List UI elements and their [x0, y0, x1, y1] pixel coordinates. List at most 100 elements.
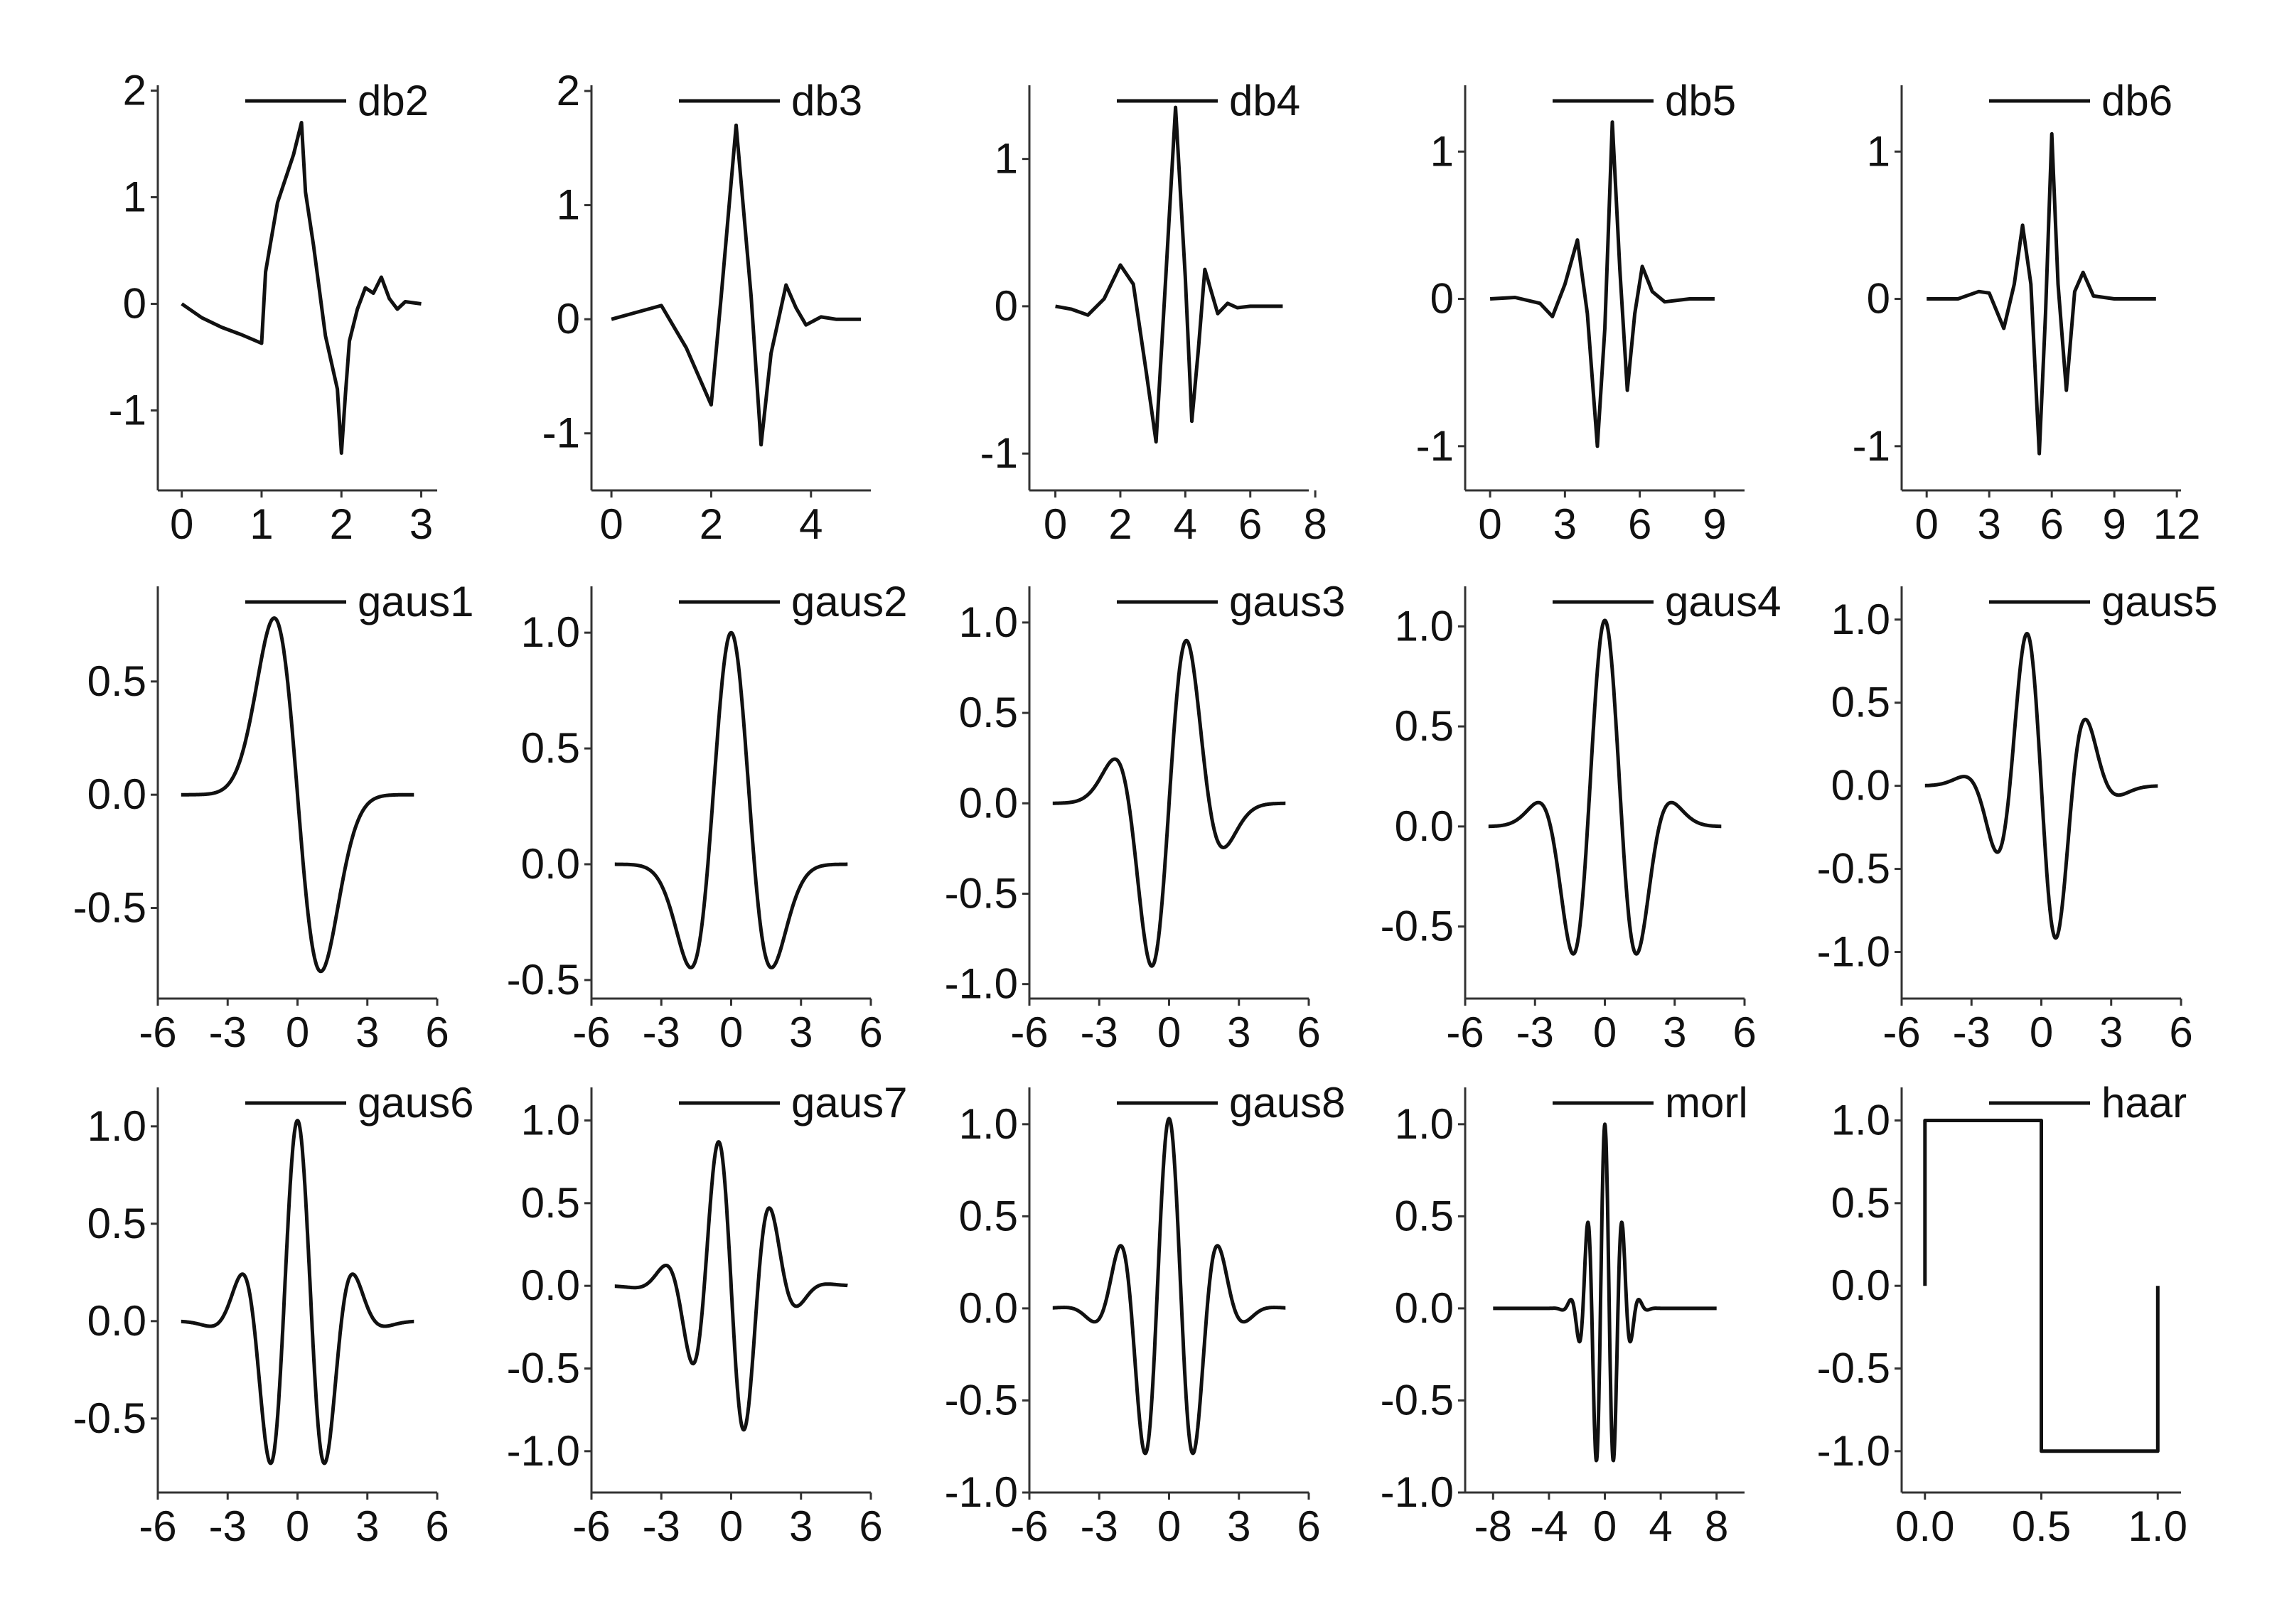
y-tick-label: 0.5 [87, 1200, 146, 1247]
y-tick-label: -0.5 [945, 1376, 1018, 1424]
x-tick-label: 3 [1227, 1009, 1250, 1056]
legend-label: gaus5 [2101, 578, 2217, 625]
x-tick-label: 0 [1478, 500, 1501, 548]
y-tick-label: -1.0 [945, 960, 1018, 1008]
y-tick-label: 0.5 [959, 689, 1018, 736]
x-tick-label: 0 [719, 1502, 743, 1550]
x-tick-label: -8 [1474, 1502, 1512, 1550]
legend-label: gaus8 [1229, 1079, 1345, 1126]
x-tick-label: 0 [719, 1009, 743, 1056]
y-tick-label: 1.0 [521, 1097, 580, 1144]
panel-db5: 1 0 -1 0 3 6 9 db5 [1416, 77, 1745, 548]
y-tick-label: 0.0 [1831, 1262, 1890, 1309]
legend-label: gaus1 [358, 578, 473, 625]
x-tick-label: 6 [425, 1009, 449, 1056]
y-tick-label: 0.0 [521, 1262, 580, 1309]
x-tick-label: 0 [286, 1502, 309, 1550]
x-tick-label: 3 [2099, 1009, 2123, 1056]
y-tick-label: 1 [123, 173, 146, 221]
y-tick-label: 0.5 [1395, 1192, 1454, 1239]
series-line-gaus1 [179, 616, 416, 974]
x-tick-label: 0 [1157, 1502, 1181, 1550]
x-tick-label: 6 [1297, 1009, 1320, 1056]
series-line-gaus6 [179, 1119, 416, 1466]
y-tick-label: 0.5 [1831, 679, 1890, 726]
x-tick-label: 6 [2040, 500, 2063, 548]
y-tick-label: -1.0 [1381, 1468, 1454, 1516]
panel-gaus1: 0.5 0.0 -0.5 -6 -3 0 3 6 gaus1 [73, 578, 474, 1056]
y-tick-label: -0.5 [73, 884, 146, 932]
panel-db2: 2 1 0 -1 0 1 2 3 db2 [109, 67, 437, 548]
x-tick-label: -3 [209, 1502, 247, 1550]
y-tick-label: -1.0 [1817, 1427, 1890, 1475]
y-tick-label: -1.0 [1817, 928, 1890, 976]
y-tick-label: -0.5 [1381, 903, 1454, 950]
x-tick-label: 0 [1157, 1009, 1181, 1056]
x-tick-label: 0 [599, 500, 623, 548]
legend-label: db2 [358, 77, 429, 124]
series-line-morl [1491, 1122, 1718, 1463]
x-tick-label: 4 [799, 500, 823, 548]
y-tick-label: 0.0 [521, 840, 580, 888]
y-tick-label: 1 [995, 135, 1018, 183]
y-tick-label: 0 [123, 280, 146, 328]
x-tick-label: 6 [859, 1009, 882, 1056]
x-tick-label: 3 [789, 1009, 813, 1056]
y-tick-label: 0.5 [87, 657, 146, 705]
legend-label: db5 [1665, 77, 1736, 124]
y-tick-label: 1.0 [1395, 1100, 1454, 1148]
y-tick-label: 0.0 [1831, 762, 1890, 810]
x-tick-label: 0.0 [1895, 1502, 1954, 1550]
legend-label: gaus6 [358, 1079, 473, 1126]
legend-label: gaus2 [791, 578, 907, 625]
y-tick-label: 0 [557, 295, 580, 343]
x-tick-label: -3 [1081, 1009, 1118, 1056]
x-tick-label: 3 [1977, 500, 2000, 548]
x-tick-label: -6 [572, 1009, 610, 1056]
y-tick-label: -0.5 [1817, 1345, 1890, 1392]
x-tick-label: -6 [139, 1502, 176, 1550]
x-tick-label: 0 [1044, 500, 1067, 548]
legend-label: db4 [1229, 77, 1300, 124]
x-tick-label: 0 [2030, 1009, 2053, 1056]
x-tick-label: 4 [1649, 1502, 1672, 1550]
panel-gaus6: 1.0 0.5 0.0 -0.5 -6 -3 0 3 6 gaus6 [73, 1079, 474, 1550]
y-tick-label: 0.0 [87, 770, 146, 818]
series-line-db6 [1927, 131, 2156, 456]
x-tick-label: -3 [643, 1009, 680, 1056]
series-line-db4 [1055, 105, 1283, 444]
y-tick-label: 0.5 [1395, 702, 1454, 750]
y-tick-label: 1 [557, 181, 580, 229]
y-tick-label: -1.0 [945, 1468, 1018, 1516]
y-tick-label: -0.5 [1381, 1376, 1454, 1424]
x-tick-label: -3 [643, 1502, 680, 1550]
y-tick-label: 0 [1867, 275, 1890, 323]
x-tick-label: -4 [1530, 1502, 1568, 1550]
x-tick-label: 2 [330, 500, 353, 548]
y-tick-label: -1 [1853, 422, 1890, 470]
legend-label: gaus4 [1665, 578, 1781, 625]
y-tick-label: 0.0 [87, 1297, 146, 1345]
y-tick-label: -0.5 [1817, 845, 1890, 893]
x-tick-label: 2 [700, 500, 723, 548]
y-tick-label: -0.5 [507, 1345, 580, 1392]
x-tick-label: 6 [1238, 500, 1262, 548]
series-line-gaus2 [613, 630, 850, 969]
x-tick-label: 6 [425, 1502, 449, 1550]
x-tick-label: 6 [1628, 500, 1651, 548]
x-tick-label: 3 [1663, 1009, 1686, 1056]
x-tick-label: 3 [1227, 1502, 1250, 1550]
series-line-gaus8 [1051, 1117, 1287, 1456]
series-line-gaus5 [1923, 632, 2160, 940]
y-tick-label: 0.5 [521, 1179, 580, 1227]
y-tick-label: 1 [1430, 127, 1454, 175]
x-tick-label: -6 [139, 1009, 176, 1056]
y-tick-label: 1.0 [87, 1102, 146, 1150]
y-tick-label: 0.0 [1395, 1284, 1454, 1332]
y-tick-label: 1.0 [1831, 596, 1890, 643]
y-tick-label: -1 [1416, 422, 1454, 470]
y-tick-label: 1.0 [1831, 1097, 1890, 1144]
